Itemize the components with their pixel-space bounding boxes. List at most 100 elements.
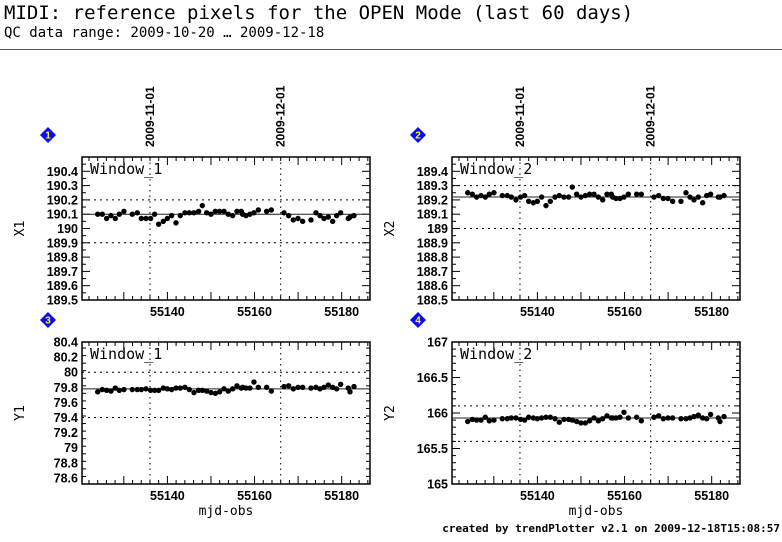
data-point [337, 210, 344, 216]
data-point [669, 198, 676, 205]
x-axis-label: mjd-obs [569, 504, 624, 519]
data-point [134, 386, 140, 393]
data-point [613, 195, 619, 202]
data-point [660, 195, 667, 202]
data-point [285, 212, 292, 219]
data-point [151, 387, 158, 394]
data-point [347, 389, 353, 395]
data-point [552, 194, 558, 200]
data-point [208, 211, 214, 217]
data-point [317, 212, 323, 219]
y-axis-label: X2 [383, 221, 398, 237]
date-marker-label: 2009-12-01 [274, 85, 288, 147]
data-point [625, 415, 632, 421]
data-point [121, 386, 127, 393]
data-point [290, 217, 297, 223]
y-axis-label: Y1 [13, 405, 28, 421]
data-point [604, 191, 610, 197]
panel-badge-number: 1 [45, 131, 51, 142]
data-point [199, 387, 205, 394]
x-tick-label: 55180 [324, 489, 359, 503]
data-point [155, 387, 162, 394]
y-tick-label: 189.3 [417, 179, 448, 193]
panel-badge-icon [410, 127, 426, 143]
data-point [116, 387, 122, 394]
y-tick-label: 79.6 [54, 396, 78, 410]
data-point [499, 415, 505, 422]
y-tick-label: 189 [427, 222, 448, 236]
data-point [195, 208, 202, 215]
data-point [151, 211, 158, 217]
footer-credit: created by trendPlotter v2.1 on 2009-12-… [442, 522, 780, 535]
data-point [255, 207, 262, 213]
data-point [173, 385, 179, 391]
data-point [147, 215, 154, 222]
data-point [521, 417, 528, 423]
data-point [94, 211, 101, 217]
data-point [351, 212, 357, 219]
data-point [482, 194, 488, 200]
data-point [651, 194, 657, 200]
data-point [177, 212, 183, 219]
data-point [112, 385, 118, 391]
data-point [556, 419, 563, 425]
data-point [138, 215, 144, 222]
data-point [547, 414, 553, 420]
y-tick-label: 189.9 [47, 236, 78, 250]
data-point [112, 215, 118, 222]
data-point [621, 409, 627, 415]
window-label: Window_1 [90, 345, 162, 363]
y-tick-label: 188.9 [417, 236, 448, 250]
date-marker-label: 2009-11-01 [143, 86, 157, 147]
data-point [561, 194, 567, 200]
data-point [263, 208, 270, 215]
window-label: Window_1 [90, 160, 162, 178]
data-point [469, 416, 476, 423]
x-tick-label: 55180 [324, 305, 359, 319]
data-point [299, 384, 306, 391]
data-point [534, 415, 541, 422]
data-point [333, 386, 340, 392]
data-point [717, 418, 723, 425]
data-point [651, 414, 657, 420]
data-point [251, 379, 257, 385]
x-tick-label: 55140 [520, 305, 555, 319]
data-point [268, 207, 275, 213]
data-point [321, 215, 327, 222]
plot-frame [81, 341, 371, 485]
y-tick-label: 190.4 [47, 165, 78, 179]
y-axis-label: X1 [13, 221, 28, 237]
data-point [351, 383, 357, 390]
y-tick-label: 188.8 [417, 251, 448, 265]
y-tick-label: 79.8 [54, 381, 78, 395]
data-point [281, 210, 287, 216]
y-tick-label: 79 [64, 441, 78, 455]
data-point [160, 218, 167, 225]
date-marker-label: 2009-12-01 [644, 85, 658, 147]
data-point [683, 190, 689, 196]
data-point [582, 192, 589, 199]
data-point [182, 384, 188, 391]
data-point [547, 198, 553, 205]
data-point [530, 415, 537, 421]
data-point [699, 200, 706, 206]
y-tick-label: 165.5 [417, 442, 448, 456]
data-point [595, 418, 602, 424]
data-point [333, 212, 340, 219]
data-point [182, 210, 188, 216]
y-tick-label: 188.7 [417, 265, 448, 279]
panel-badge-icon [40, 127, 56, 143]
plot-frame [81, 156, 371, 301]
data-point [513, 415, 519, 421]
y-tick-label: 80 [64, 366, 78, 380]
data-point [691, 413, 697, 420]
data-point [285, 383, 292, 389]
data-point [129, 386, 135, 393]
y-tick-label: 78.8 [54, 456, 78, 470]
data-point [669, 415, 676, 421]
window-label: Window_2 [460, 160, 532, 178]
panel-badge-number: 3 [45, 316, 51, 327]
y-tick-label: 189.5 [47, 294, 78, 308]
data-point [486, 191, 492, 197]
data-point [599, 415, 606, 422]
